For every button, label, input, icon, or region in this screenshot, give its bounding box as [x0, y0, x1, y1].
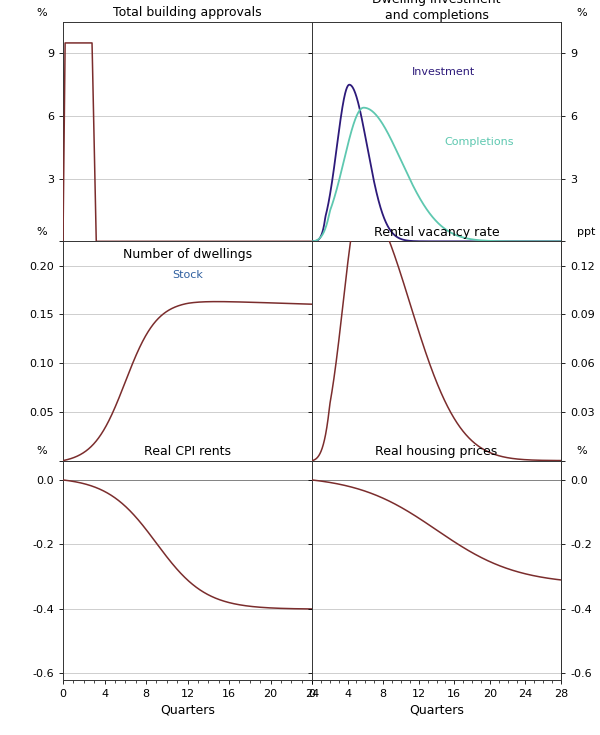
Text: Stock: Stock: [172, 270, 203, 280]
Title: Total building approvals: Total building approvals: [113, 7, 262, 20]
Text: %: %: [577, 446, 587, 456]
Title: Real housing prices: Real housing prices: [376, 445, 497, 458]
Text: Investment: Investment: [412, 67, 475, 76]
Text: ppt: ppt: [577, 227, 595, 237]
Title: Rental vacancy rate: Rental vacancy rate: [374, 226, 499, 239]
X-axis label: Quarters: Quarters: [409, 703, 464, 716]
Text: Number of dwellings: Number of dwellings: [123, 248, 252, 261]
Title: Dwelling investment
and completions: Dwelling investment and completions: [372, 0, 501, 22]
X-axis label: Quarters: Quarters: [160, 703, 215, 716]
Title: Real CPI rents: Real CPI rents: [144, 445, 231, 458]
Text: Completions: Completions: [444, 137, 514, 147]
Text: %: %: [37, 7, 47, 18]
Text: %: %: [577, 7, 587, 18]
Text: %: %: [37, 446, 47, 456]
Text: %: %: [37, 227, 47, 237]
